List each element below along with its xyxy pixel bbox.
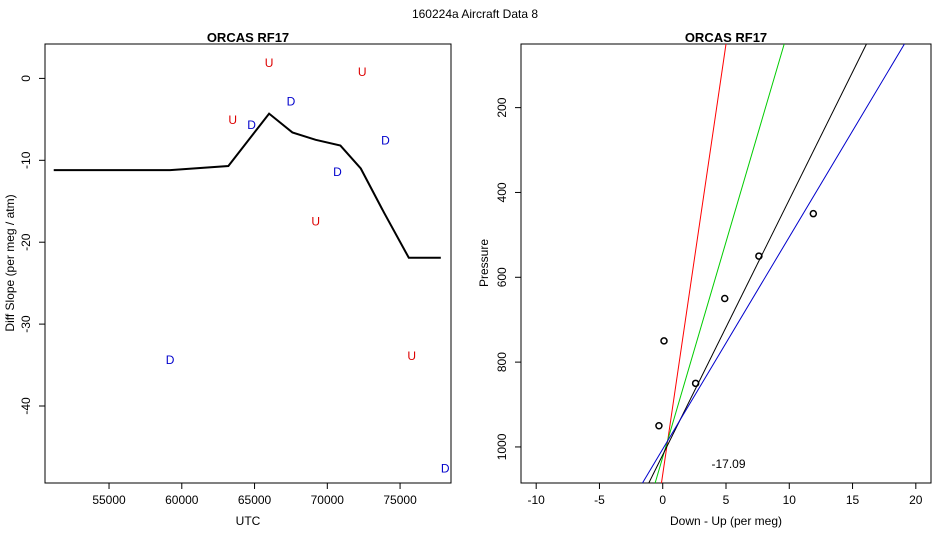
left-x-tick-label: 65000: [238, 493, 272, 507]
right-y-tick-label: 1000: [495, 433, 509, 460]
left-y-ticks: 0 -10 -20 -30 -40: [19, 75, 45, 415]
right-x-tick-label: -5: [594, 493, 605, 507]
fit-line: [642, 43, 905, 484]
figure-title: 160224a Aircraft Data 8: [412, 7, 538, 21]
left-y-axis-label: Diff Slope (per meg / atm): [3, 194, 17, 331]
left-y-tick-label: -20: [19, 233, 33, 251]
diff-slope-line: [53, 112, 441, 259]
marker-u: U: [265, 56, 274, 70]
left-x-tick-label: 70000: [311, 493, 345, 507]
left-y-tick-label: -10: [19, 151, 33, 169]
left-x-axis-label: UTC: [236, 514, 261, 528]
left-x-tick-label: 60000: [165, 493, 199, 507]
fit-line: [654, 43, 785, 484]
right-y-tick-label: 800: [495, 352, 509, 372]
left-y-tick-label: -30: [19, 315, 33, 333]
marker-u: U: [358, 65, 367, 79]
right-y-ticks: 200 400 600 800 1000: [495, 97, 521, 460]
data-point: [755, 252, 763, 260]
marker-d: D: [287, 94, 296, 108]
data-point: [660, 337, 668, 345]
right-x-tick-label: 0: [659, 493, 666, 507]
right-plot-frame: [520, 43, 932, 484]
marker-d: D: [247, 118, 256, 132]
marker-u: U: [311, 215, 320, 229]
fit-line: [648, 43, 867, 484]
fit-line: [660, 43, 727, 484]
right-x-tick-label: 10: [783, 493, 797, 507]
data-point: [655, 421, 663, 430]
right-y-tick-label: 400: [495, 182, 509, 202]
marker-d: D: [441, 461, 450, 475]
right-x-ticks: -10 -5 0 5 10 15 20: [528, 483, 923, 507]
left-panel: ORCAS RF17 UTC Diff Slope (per meg / atm…: [3, 30, 452, 528]
right-fit-lines: [642, 43, 905, 484]
marker-u: U: [228, 113, 237, 127]
right-y-tick-label: 200: [495, 97, 509, 117]
right-points: [655, 209, 818, 430]
right-x-tick-label: 20: [909, 493, 923, 507]
right-y-tick-label: 600: [495, 267, 509, 287]
left-x-tick-label: 75000: [383, 493, 417, 507]
left-y-tick-label: 0: [19, 75, 33, 82]
right-x-tick-label: 5: [723, 493, 730, 507]
right-x-tick-label: 15: [846, 493, 860, 507]
right-panel: ORCAS RF17 Down - Up (per meg) Pressure …: [477, 30, 932, 528]
marker-d: D: [333, 165, 342, 179]
left-x-ticks: 55000 60000 65000 70000 75000: [92, 483, 417, 507]
left-plot-frame: [44, 43, 452, 484]
right-x-tick-label: -10: [528, 493, 546, 507]
data-point: [691, 379, 700, 388]
right-x-axis-label: Down - Up (per meg): [670, 514, 782, 528]
data-point: [720, 294, 729, 303]
right-y-axis-label: Pressure: [477, 239, 491, 287]
left-chart-title: ORCAS RF17: [207, 30, 289, 45]
data-point: [809, 209, 818, 218]
left-x-tick-label: 55000: [92, 493, 126, 507]
marker-d: D: [381, 134, 390, 148]
marker-u: U: [407, 349, 416, 363]
marker-d: D: [166, 353, 175, 367]
right-chart-title: ORCAS RF17: [685, 30, 767, 45]
slope-annotation: -17.09: [712, 457, 746, 471]
left-y-tick-label: -40: [19, 397, 33, 415]
